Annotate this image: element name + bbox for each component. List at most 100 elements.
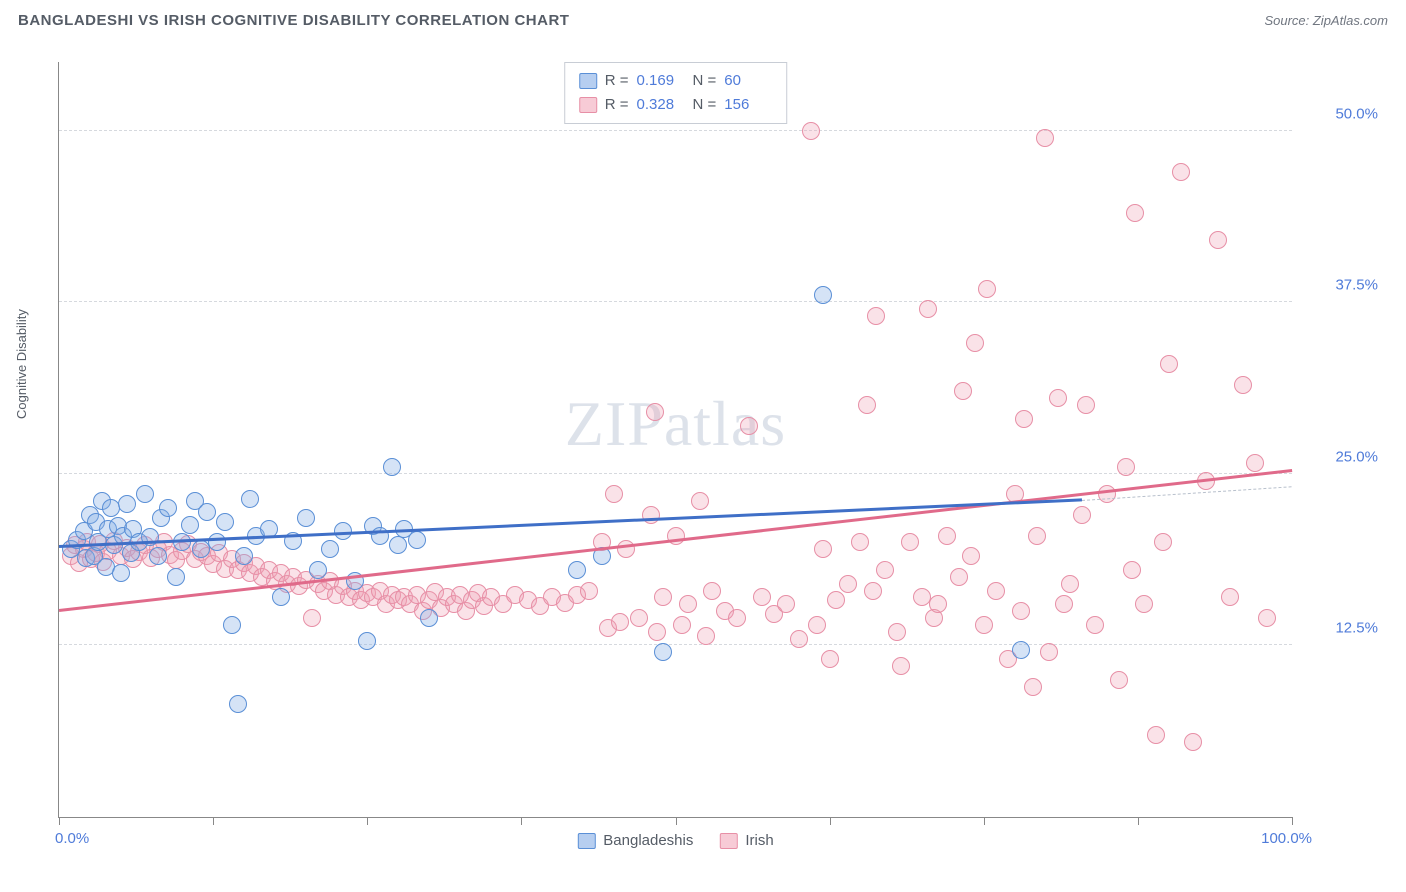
data-point-blue [136, 485, 154, 503]
data-point-pink [1135, 595, 1153, 613]
data-point-blue [235, 547, 253, 565]
data-point-blue [420, 609, 438, 627]
data-point-pink [1160, 355, 1178, 373]
data-point-blue [272, 588, 290, 606]
data-point-pink [1049, 389, 1067, 407]
data-point-pink [1077, 396, 1095, 414]
data-point-pink [1258, 609, 1276, 627]
gridline [59, 644, 1292, 645]
ytick-label: 25.0% [1335, 448, 1378, 465]
swatch-blue-icon [579, 73, 597, 89]
data-point-pink [978, 280, 996, 298]
data-point-pink [728, 609, 746, 627]
data-point-pink [1028, 527, 1046, 545]
data-point-blue [321, 540, 339, 558]
xtick [1138, 817, 1139, 825]
data-point-blue [241, 490, 259, 508]
data-point-blue [118, 495, 136, 513]
data-point-pink [1055, 595, 1073, 613]
data-point-pink [962, 547, 980, 565]
data-point-blue [654, 643, 672, 661]
data-point-blue [389, 536, 407, 554]
data-point-pink [646, 403, 664, 421]
data-point-blue [159, 499, 177, 517]
data-point-pink [679, 595, 697, 613]
data-point-pink [630, 609, 648, 627]
gridline [59, 130, 1292, 131]
data-point-pink [929, 595, 947, 613]
data-point-pink [1110, 671, 1128, 689]
data-point-pink [777, 595, 795, 613]
data-point-pink [1036, 129, 1054, 147]
data-point-pink [1073, 506, 1091, 524]
data-point-blue [814, 286, 832, 304]
xaxis-min-label: 0.0% [55, 830, 89, 847]
xtick [984, 817, 985, 825]
data-point-blue [181, 516, 199, 534]
data-point-pink [697, 627, 715, 645]
data-point-pink [1172, 163, 1190, 181]
data-point-pink [1221, 588, 1239, 606]
chart-container: Cognitive Disability R = 0.169 N = 60 R … [18, 44, 1388, 874]
data-point-pink [1117, 458, 1135, 476]
data-point-blue [216, 513, 234, 531]
data-point-pink [827, 591, 845, 609]
data-point-blue [208, 533, 226, 551]
data-point-pink [740, 417, 758, 435]
data-point-pink [867, 307, 885, 325]
data-point-pink [580, 582, 598, 600]
data-point-blue [173, 533, 191, 551]
data-point-pink [1123, 561, 1141, 579]
data-point-pink [892, 657, 910, 675]
chart-title: BANGLADESHI VS IRISH COGNITIVE DISABILIT… [18, 12, 569, 29]
data-point-blue [198, 503, 216, 521]
data-point-pink [938, 527, 956, 545]
series-legend: Bangladeshis Irish [577, 832, 773, 849]
ytick-label: 50.0% [1335, 105, 1378, 122]
data-point-pink [1209, 231, 1227, 249]
data-point-pink [303, 609, 321, 627]
data-point-pink [611, 613, 629, 631]
data-point-blue [383, 458, 401, 476]
swatch-blue-icon [577, 833, 595, 849]
data-point-pink [1126, 204, 1144, 222]
data-point-pink [839, 575, 857, 593]
xtick [59, 817, 60, 825]
swatch-pink-icon [719, 833, 737, 849]
data-point-pink [1024, 678, 1042, 696]
data-point-pink [814, 540, 832, 558]
xtick [830, 817, 831, 825]
data-point-pink [1154, 533, 1172, 551]
correlation-legend: R = 0.169 N = 60 R = 0.328 N = 156 [564, 62, 788, 124]
trend-line [59, 469, 1292, 612]
data-point-pink [954, 382, 972, 400]
data-point-pink [975, 616, 993, 634]
data-point-pink [673, 616, 691, 634]
data-point-blue [167, 568, 185, 586]
data-point-pink [1086, 616, 1104, 634]
xaxis-max-label: 100.0% [1261, 830, 1312, 847]
data-point-pink [605, 485, 623, 503]
data-point-pink [1246, 454, 1264, 472]
data-point-pink [753, 588, 771, 606]
data-point-blue [223, 616, 241, 634]
scatter-plot: R = 0.169 N = 60 R = 0.328 N = 156 ZIPat… [58, 62, 1292, 818]
data-point-pink [950, 568, 968, 586]
xtick [676, 817, 677, 825]
data-point-blue [229, 695, 247, 713]
data-point-pink [1040, 643, 1058, 661]
data-point-pink [876, 561, 894, 579]
legend-label-blue: Bangladeshis [603, 832, 693, 849]
data-point-pink [703, 582, 721, 600]
data-point-pink [987, 582, 1005, 600]
gridline [59, 301, 1292, 302]
data-point-pink [919, 300, 937, 318]
data-point-pink [1184, 733, 1202, 751]
xtick [521, 817, 522, 825]
data-point-pink [901, 533, 919, 551]
data-point-pink [851, 533, 869, 551]
data-point-pink [808, 616, 826, 634]
data-point-pink [858, 396, 876, 414]
data-point-pink [1012, 602, 1030, 620]
data-point-blue [112, 564, 130, 582]
